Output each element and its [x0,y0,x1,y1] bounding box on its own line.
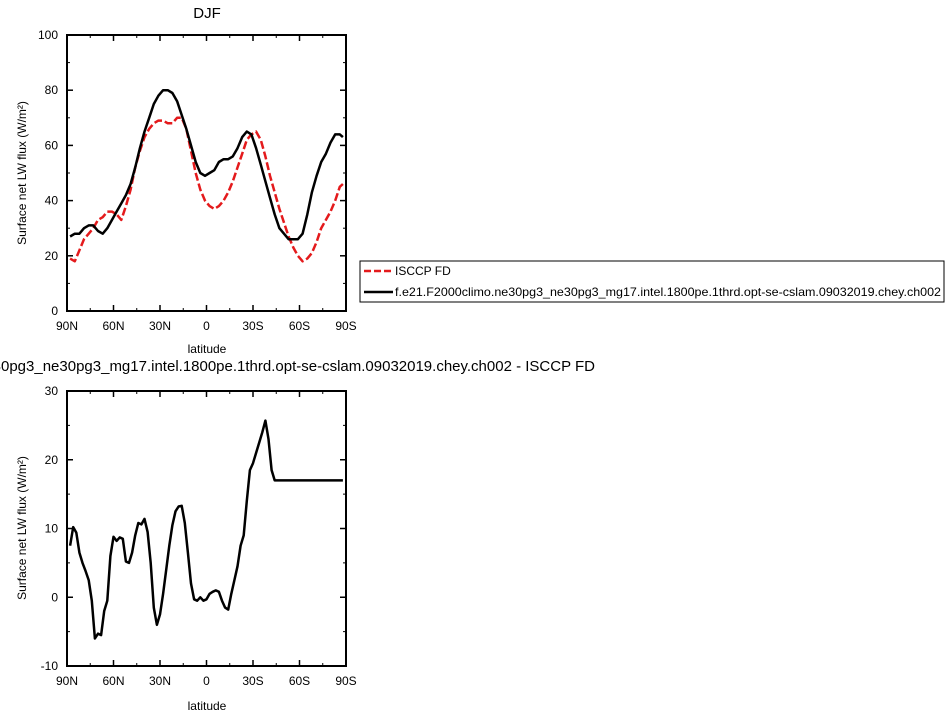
panel-top-ticks [66,34,347,312]
panel-bottom-xtick-label: 0 [203,674,210,688]
panel-top-ytick-label: 0 [51,304,58,318]
panel-bottom-xtick-label: 90S [335,674,356,688]
panel-bottom-ytick-label: 10 [45,522,59,536]
panel-top-xtick-label: 90N [56,319,78,333]
panel-top-series-line-1 [69,88,344,241]
panel-top-xtick-label: 60N [102,319,124,333]
panel-top-title: DJF [193,5,221,22]
panel-bottom-xtick-label: 60N [102,674,124,688]
panel-top-frame [66,34,347,312]
panel-bottom-ytick-label: -10 [41,659,59,673]
panel-bottom-ytick-label: 20 [45,453,59,467]
panel-bottom-frame [66,390,347,667]
panel-bottom-ylabel: Surface net LW flux (W/m²) [15,456,29,600]
panel-top-ytick-label: 60 [45,138,59,152]
panel-top-ytick-label: 80 [45,83,59,97]
panel-top-tick-labels: 90N 60N 30N 0 30S 60S 90S 0 20 40 60 80 100 [38,28,357,333]
panel-bottom-ticks [66,390,347,667]
panel-bottom-series-line-0 [68,419,343,640]
legend: ISCCP FD f.e21.F2000climo.ne30pg3_ne30pg… [359,260,945,303]
panel-top-ytick-label: 40 [45,194,59,208]
panel-top-ytick-label: 20 [45,249,59,263]
panel-top-xtick-label: 60S [289,319,310,333]
panel-top-xtick-label: 0 [203,319,210,333]
panel-top-ytick-label: 100 [38,28,58,42]
legend-label-isccp: ISCCP FD [395,264,451,278]
panel-top: DJF 90N 60N 30N 0 30S 60S 90S 0 20 40 60 80 100 Surf… [15,5,357,356]
panel-top-series-line-0 [69,116,344,263]
panel-bottom: f.e21.F2000climo.ne30pg3_ne30pg3_mg17.in… [0,358,595,713]
panel-bottom-title: f.e21.F2000climo.ne30pg3_ne30pg3_mg17.in… [0,358,595,375]
panel-bottom-ytick-label: 30 [45,384,59,398]
panel-top-series [69,88,344,263]
panel-bottom-xtick-label: 30S [242,674,263,688]
panel-top-xtick-label: 90S [335,319,356,333]
panel-bottom-xtick-label: 30N [149,674,171,688]
panel-bottom-series [68,419,343,640]
legend-box [359,260,945,303]
panel-top-xtick-label: 30N [149,319,171,333]
panel-bottom-tick-labels: 90N 60N 30N 0 30S 60S 90S -10 0 10 20 30 [41,384,357,688]
panel-top-ylabel: Surface net LW flux (W/m²) [15,101,29,245]
panel-top-xlabel: latitude [188,342,227,356]
panel-top-xtick-label: 30S [242,319,263,333]
panel-bottom-ytick-label: 0 [51,590,58,604]
panel-bottom-xlabel: latitude [188,699,227,713]
panel-bottom-xtick-label: 90N [56,674,78,688]
panel-bottom-xtick-label: 60S [289,674,310,688]
legend-label-model: f.e21.F2000climo.ne30pg3_ne30pg3_mg17.in… [395,285,941,299]
